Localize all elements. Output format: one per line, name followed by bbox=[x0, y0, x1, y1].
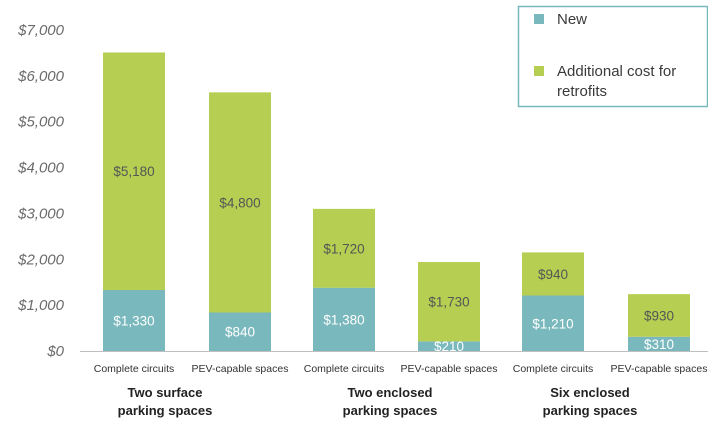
legend-swatch-new bbox=[534, 14, 544, 24]
legend-label-retrofit: Additional cost for bbox=[557, 63, 676, 80]
group-label: Two enclosed bbox=[348, 385, 433, 400]
data-label: $210 bbox=[434, 339, 464, 354]
data-label: $1,210 bbox=[532, 316, 573, 331]
x-tick-label: PEV-capable spaces bbox=[192, 363, 289, 375]
group-label: Two surface bbox=[128, 385, 203, 400]
legend-label-new: New bbox=[557, 11, 587, 28]
bar-segment-new bbox=[103, 290, 165, 351]
y-tick-label: $0 bbox=[46, 343, 64, 360]
legend: New Additional cost for retrofits bbox=[517, 5, 708, 108]
data-label: $940 bbox=[538, 267, 568, 282]
bar-segment-retrofit bbox=[103, 52, 165, 291]
x-tick-label: Complete circuits bbox=[304, 363, 385, 375]
y-tick-label: $2,000 bbox=[17, 251, 65, 268]
bar-segment-new bbox=[522, 295, 584, 351]
group-label: Six enclosed bbox=[550, 385, 630, 400]
data-label: $840 bbox=[225, 325, 255, 340]
data-label: $310 bbox=[644, 337, 674, 352]
data-label: $930 bbox=[644, 308, 674, 323]
group-label: parking spaces bbox=[343, 403, 438, 418]
y-tick-label: $6,000 bbox=[17, 68, 65, 85]
data-label: $1,380 bbox=[323, 312, 364, 327]
bar-segment-retrofit bbox=[418, 262, 480, 342]
y-tick-label: $4,000 bbox=[17, 160, 65, 177]
bar-segment-retrofit bbox=[522, 252, 584, 296]
group-label: parking spaces bbox=[118, 403, 213, 418]
x-tick-label: Complete circuits bbox=[513, 363, 594, 375]
y-tick-label: $3,000 bbox=[17, 205, 65, 222]
bar-segment-new bbox=[418, 341, 480, 351]
legend-swatch-retrofit bbox=[534, 66, 544, 76]
x-tick-label: Complete circuits bbox=[94, 363, 175, 375]
x-axis: Complete circuits PEV-capable spaces Compl… bbox=[80, 351, 708, 375]
group-labels: Two surface parking spaces Two enclosed par… bbox=[118, 385, 638, 418]
bar-segment-retrofit bbox=[313, 208, 375, 288]
bar-segment-retrofit bbox=[628, 294, 690, 337]
group-label: parking spaces bbox=[543, 403, 638, 418]
y-axis: $0 $1,000 $2,000 $3,000 $4,000 $5,000 $6,000 $7… bbox=[17, 22, 65, 360]
data-label: $4,800 bbox=[219, 195, 260, 210]
data-label: $1,730 bbox=[428, 295, 469, 310]
bar-segment-new bbox=[628, 336, 690, 351]
x-tick-label: PEV-capable spaces bbox=[401, 363, 498, 375]
data-label: $1,720 bbox=[323, 241, 364, 256]
legend-box bbox=[517, 5, 708, 108]
bar-segment-new bbox=[313, 287, 375, 351]
x-tick-label: PEV-capable spaces bbox=[611, 363, 708, 375]
bars: $1,330 $5,180 $840 $4,800 $1,380 $1,720 $210 $1… bbox=[103, 52, 690, 354]
legend-label-retrofit: retrofits bbox=[557, 83, 607, 100]
data-label: $5,180 bbox=[113, 164, 154, 179]
bar-segment-new bbox=[209, 312, 271, 351]
y-tick-label: $7,000 bbox=[17, 22, 65, 39]
data-label: $1,330 bbox=[113, 314, 154, 329]
y-tick-label: $5,000 bbox=[17, 114, 65, 131]
y-tick-label: $1,000 bbox=[17, 297, 65, 314]
bar-segment-retrofit bbox=[209, 92, 271, 313]
